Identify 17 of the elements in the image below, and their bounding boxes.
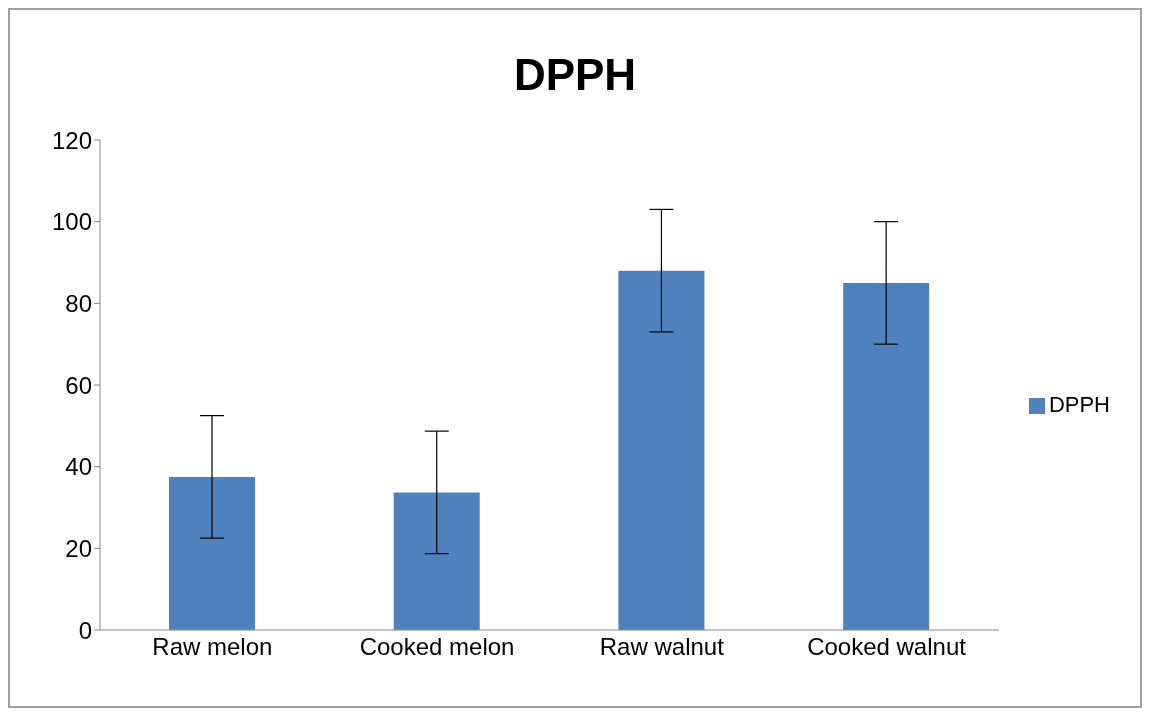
x-tick-label: Cooked walnut [807,633,967,661]
y-tick-label: 80 [65,289,92,317]
y-tick-label: 40 [65,453,92,481]
x-tick-label: Raw walnut [599,633,725,661]
y-tick-label: 0 [78,616,92,644]
y-tick-label: 100 [51,208,92,236]
y-tick-label: 20 [65,534,92,562]
y-tick-label: 60 [65,371,92,399]
x-tick-label: Cooked melon [359,633,515,661]
legend-label: DPPH [1048,392,1110,417]
bar [843,282,930,630]
chart-title: DPPH [512,50,638,101]
x-tick-label: Raw melon [152,633,273,661]
bar [169,476,255,630]
bar [393,492,480,630]
y-tick-label: 120 [51,126,92,154]
bar [618,270,705,630]
